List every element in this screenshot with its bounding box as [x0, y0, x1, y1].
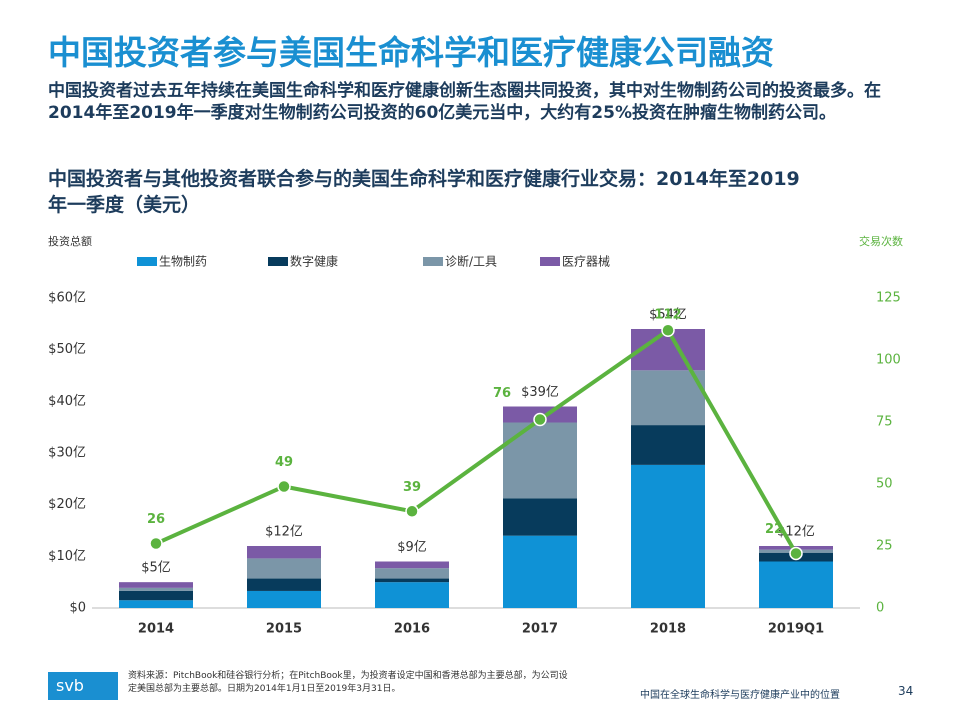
line-marker — [789, 546, 803, 561]
bar-segment — [631, 425, 705, 465]
chart: 投资总额 交易次数 $0 $10亿 $20亿 $30亿 $40亿 $50亿 $60亿 0 25 5… — [48, 234, 903, 637]
legend-swatch — [423, 257, 443, 266]
y2-tick-label: 100 — [876, 353, 901, 368]
bar-segment — [119, 600, 193, 608]
x-tick-label: 2018 — [650, 622, 686, 637]
bar-segment — [247, 578, 321, 591]
y-tick-label: $60亿 — [48, 291, 86, 306]
line-marker — [661, 323, 675, 337]
legend-label: 医疗器械 — [562, 254, 610, 269]
bar-segment — [119, 587, 193, 591]
bar-segment — [375, 578, 449, 583]
line-value-label: 49 — [275, 455, 293, 470]
line-value-label: 39 — [403, 480, 421, 495]
y2-tick-label: 125 — [876, 291, 901, 306]
total-label: $39亿 — [521, 385, 559, 400]
bar-segment — [119, 590, 193, 601]
y2-tick-label: 0 — [876, 601, 884, 616]
bar-segment — [503, 498, 577, 536]
total-label: $54亿 — [649, 308, 687, 323]
line-value-label: 112 — [654, 308, 681, 323]
x-tick-label: 2014 — [138, 622, 174, 637]
x-tick-label: 2019Q1 — [768, 622, 824, 637]
y-tick-label: $20亿 — [48, 497, 86, 512]
line-marker — [405, 504, 419, 519]
legend-swatch — [137, 257, 157, 266]
x-tick-label: 2015 — [266, 622, 302, 637]
line-marker — [533, 412, 547, 427]
chart-title: 中国投资者与其他投资者联合参与的美国生命科学和医疗健康行业交易：2014年至20… — [48, 168, 800, 216]
page-number: 34 — [898, 684, 914, 698]
bar-segment — [503, 422, 577, 499]
footer-caption: 中国在全球生命科学与医疗健康产业中的位置 — [640, 690, 840, 701]
bar-segment — [375, 582, 449, 608]
y2-tick-label: 25 — [876, 539, 893, 554]
y-tick-label: $40亿 — [48, 394, 86, 409]
total-label: $12亿 — [265, 525, 303, 540]
legend-label: 数字健康 — [290, 254, 338, 269]
bar-segment — [247, 590, 321, 608]
bar-segment — [631, 464, 705, 608]
y-tick-label: $10亿 — [48, 549, 86, 564]
line-value-label: 22 — [765, 522, 783, 537]
bar-segment — [503, 535, 577, 608]
y2-axis-title: 交易次数 — [859, 234, 903, 248]
total-label: $9亿 — [397, 540, 427, 555]
line — [155, 327, 798, 555]
legend-label: 诊断/工具 — [445, 254, 497, 269]
line-value-label: 26 — [147, 512, 165, 527]
line-marker — [277, 479, 291, 494]
legend-label: 生物制药 — [159, 255, 207, 269]
bar-segment — [759, 561, 833, 608]
bar-segment — [631, 370, 705, 426]
line-value-label: 76 — [493, 386, 511, 401]
bar-segment — [375, 568, 449, 579]
total-label: $5亿 — [141, 561, 171, 576]
y-tick-label: $50亿 — [48, 342, 86, 357]
x-tick-label: 2016 — [394, 622, 430, 637]
bar-segment — [119, 582, 193, 588]
bar-segment — [247, 558, 321, 579]
line-marker — [149, 536, 163, 551]
subtitle: 中国投资者过去五年持续在美国生命科学和医疗健康创新生态圈共同投资，其中对生物制药… — [48, 81, 881, 123]
legend-swatch — [268, 257, 288, 266]
x-tick-label: 2017 — [522, 622, 558, 637]
legend-swatch — [540, 257, 560, 266]
bar-segment — [375, 561, 449, 569]
y-tick-label: $30亿 — [48, 446, 86, 461]
y-axis-title: 投资总额 — [48, 234, 92, 248]
bar-segment — [247, 546, 321, 559]
y-tick-label: $0 — [69, 601, 86, 616]
y2-tick-label: 75 — [876, 415, 893, 430]
y2-tick-label: 50 — [876, 477, 893, 492]
logo: svb — [48, 672, 118, 700]
title: 中国投资者参与美国生命科学和医疗健康公司融资 — [48, 33, 774, 72]
source-note: 资料来源：PitchBook和硅谷银行分析；在PitchBook里，为投资者设定… — [128, 671, 568, 694]
